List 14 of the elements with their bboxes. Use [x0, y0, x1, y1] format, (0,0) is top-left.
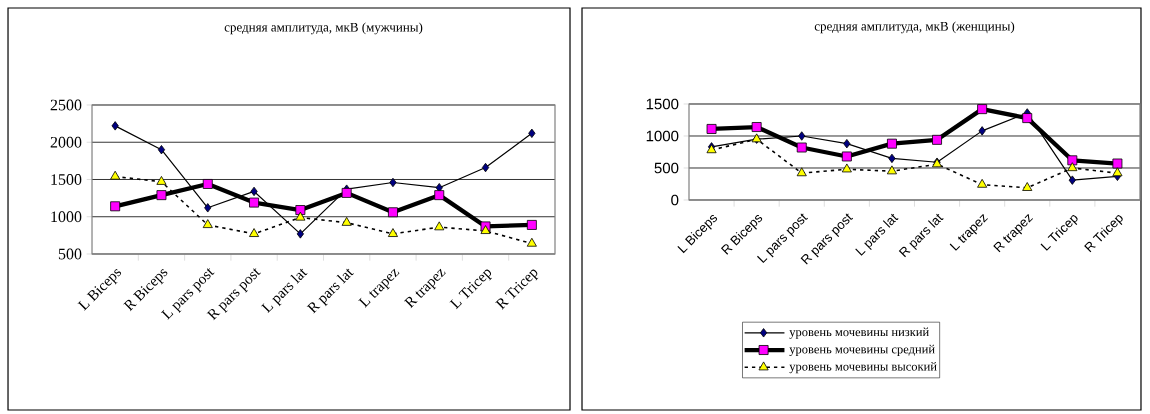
y-tick-label: 1500 — [646, 98, 679, 110]
y-tick-label: 2000 — [50, 136, 82, 148]
legend-label: уровень мочевины высокий — [789, 361, 937, 374]
y-tick-label: 0 — [671, 194, 679, 206]
y-tick-label: 1000 — [51, 211, 82, 223]
y-tick-label: 500 — [58, 248, 82, 260]
y-tick-label: 500 — [654, 162, 679, 174]
y-tick-label: 1500 — [51, 174, 82, 185]
y-tick-label: 2500 — [50, 99, 82, 111]
chart-title: средняя амплитуда, мкВ (мужчины) — [224, 22, 423, 35]
legend-label: уровень мочевины низкий — [789, 327, 929, 339]
legend-label: уровень мочевины средний — [789, 344, 935, 356]
y-tick-label: 1000 — [646, 130, 679, 142]
chart-title: средняя амплитуда, мкВ (женщины) — [814, 21, 1015, 34]
